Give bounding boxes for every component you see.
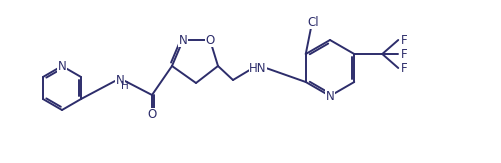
Text: HN: HN (249, 61, 267, 74)
Text: F: F (401, 61, 407, 74)
Text: Cl: Cl (307, 15, 319, 29)
Text: N: N (116, 74, 124, 88)
Text: O: O (147, 109, 157, 121)
Text: N: N (58, 59, 66, 73)
Text: F: F (401, 47, 407, 60)
Text: N: N (326, 89, 334, 103)
Text: H: H (121, 81, 129, 91)
Text: O: O (205, 34, 214, 46)
Text: N: N (179, 34, 187, 46)
Text: F: F (401, 34, 407, 46)
